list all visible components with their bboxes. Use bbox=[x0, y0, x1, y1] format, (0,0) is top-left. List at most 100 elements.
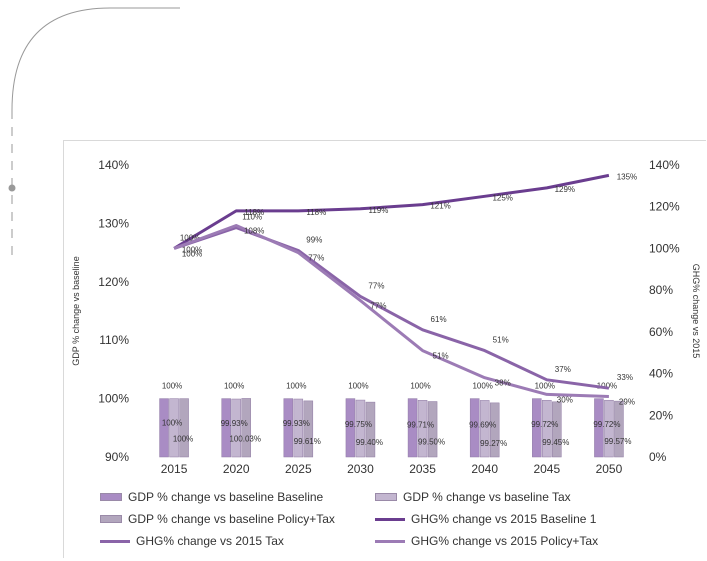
bar bbox=[169, 398, 179, 458]
bar-data-label: 99.57% bbox=[604, 437, 631, 446]
chart-frame bbox=[63, 140, 706, 558]
line-data-label: 100% bbox=[182, 245, 202, 254]
line-data-label: 99% bbox=[306, 236, 322, 245]
line-data-label: 100% bbox=[182, 249, 202, 258]
left-axis-title: GDP % change vs baseline bbox=[71, 256, 81, 365]
legend-bar-swatch bbox=[375, 493, 397, 501]
bar-data-label: 99.40% bbox=[356, 438, 383, 447]
line-data-label: 121% bbox=[430, 202, 450, 211]
x-axis-tick-label: 2025 bbox=[285, 462, 312, 476]
line-data-label: 61% bbox=[431, 315, 447, 324]
bar bbox=[241, 398, 251, 458]
line-data-label: 77% bbox=[370, 302, 386, 311]
bar bbox=[542, 399, 552, 458]
line-data-label: 108% bbox=[244, 226, 264, 235]
bar bbox=[365, 401, 376, 458]
bar-data-label: 100% bbox=[410, 382, 430, 391]
x-axis-tick-label: 2040 bbox=[471, 462, 498, 476]
bar bbox=[303, 400, 314, 458]
bar-data-label: 99.75% bbox=[345, 420, 372, 429]
line-data-label: 37% bbox=[555, 365, 571, 374]
right-axis-tick-label: 0% bbox=[649, 450, 667, 464]
bar bbox=[283, 398, 294, 458]
bar bbox=[469, 398, 480, 458]
line-data-label: 110% bbox=[242, 213, 262, 222]
bar bbox=[221, 398, 231, 458]
bar bbox=[552, 401, 562, 458]
series-line bbox=[173, 173, 610, 250]
bar-data-label: 100% bbox=[162, 419, 182, 428]
bar bbox=[231, 398, 241, 458]
bar bbox=[179, 398, 189, 458]
line-data-label: 77% bbox=[308, 254, 324, 263]
line-data-label: 119% bbox=[369, 206, 389, 215]
bar-data-label: 100% bbox=[224, 382, 244, 391]
bar bbox=[293, 398, 304, 458]
bar bbox=[532, 398, 542, 458]
bar bbox=[427, 401, 438, 458]
bar-data-label: 99.45% bbox=[542, 438, 569, 447]
left-axis-tick-label: 130% bbox=[98, 216, 129, 230]
right-axis-tick-label: 100% bbox=[649, 241, 680, 255]
left-axis-tick-label: 110% bbox=[99, 333, 129, 347]
legend-line-swatch bbox=[375, 539, 405, 543]
legend-line-swatch bbox=[100, 539, 130, 543]
line-data-label: 30% bbox=[557, 395, 573, 404]
bar-data-label: 99.72% bbox=[593, 420, 620, 429]
bar-data-label: 99.93% bbox=[283, 419, 310, 428]
line-data-label: 51% bbox=[433, 352, 449, 361]
decorative-arc bbox=[8, 7, 180, 255]
bar-data-label: 100.03% bbox=[229, 434, 261, 443]
left-axis-tick-label: 120% bbox=[98, 275, 129, 289]
bar bbox=[594, 398, 604, 458]
bar-data-label: 99.50% bbox=[418, 438, 445, 447]
line-data-label: 77% bbox=[368, 281, 384, 290]
line-data-label: 51% bbox=[493, 336, 509, 345]
right-axis-title: GHG% change vs 2015 bbox=[691, 264, 701, 359]
bar-data-label: 99.27% bbox=[480, 439, 507, 448]
legend-item: GDP % change vs baseline Tax bbox=[375, 490, 571, 504]
legend-bar-swatch bbox=[100, 493, 122, 501]
bar-data-label: 100% bbox=[162, 382, 182, 391]
legend-bar-swatch bbox=[100, 515, 122, 523]
bar-data-label: 99.61% bbox=[294, 437, 321, 446]
left-axis-tick-label: 140% bbox=[98, 158, 129, 172]
chart-plot: 140% 130% 120% 110% 100% 90% 140% 120% 100% 80% 60… bbox=[71, 158, 701, 476]
decorative-arc-curve bbox=[11, 7, 180, 111]
x-axis-tick-label: 2020 bbox=[223, 462, 250, 476]
legend-line-swatch bbox=[375, 517, 405, 521]
bar bbox=[479, 400, 490, 458]
bar-data-label: 100% bbox=[472, 382, 492, 391]
line-data-label: 33% bbox=[617, 373, 633, 382]
x-axis-tick-label: 2015 bbox=[161, 462, 188, 476]
bar bbox=[614, 400, 624, 458]
legend-label: GDP % change vs baseline Policy+Tax bbox=[128, 512, 335, 526]
line-data-label: 135% bbox=[617, 172, 637, 181]
bar-data-label: 99.93% bbox=[221, 419, 248, 428]
legend-item: GHG% change vs 2015 Policy+Tax bbox=[375, 534, 598, 548]
line-data-label: 100% bbox=[180, 233, 200, 242]
bar-data-label: 100% bbox=[597, 382, 617, 391]
legend-label: GDP % change vs baseline Baseline bbox=[128, 490, 324, 504]
bar bbox=[604, 399, 614, 458]
line-data-label: 118% bbox=[306, 208, 326, 217]
bar-data-label: 100% bbox=[348, 382, 368, 391]
line-data-label: 38% bbox=[495, 379, 511, 388]
right-axis-tick-label: 60% bbox=[649, 325, 673, 339]
bar bbox=[345, 398, 356, 458]
right-axis-tick-label: 120% bbox=[649, 200, 680, 214]
legend-label: GDP % change vs baseline Tax bbox=[403, 490, 571, 504]
right-axis-tick-label: 80% bbox=[649, 283, 673, 297]
legend-item: GDP % change vs baseline Policy+Tax bbox=[100, 512, 335, 526]
left-axis-tick-label: 90% bbox=[105, 450, 129, 464]
chart-legend: GDP % change vs baseline Baseline GDP % c… bbox=[100, 490, 700, 558]
line-data-label: 118% bbox=[244, 208, 264, 217]
bar-data-label: 99.69% bbox=[469, 420, 496, 429]
legend-item: GHG% change vs 2015 Baseline 1 bbox=[375, 512, 596, 526]
line-data-label: 125% bbox=[492, 193, 512, 202]
legend-label: GHG% change vs 2015 Baseline 1 bbox=[411, 512, 597, 526]
right-axis-tick-label: 40% bbox=[649, 367, 673, 381]
series-line bbox=[173, 226, 610, 390]
bar-data-label: 100% bbox=[173, 435, 193, 444]
legend-item: GDP % change vs baseline Baseline bbox=[100, 490, 323, 504]
